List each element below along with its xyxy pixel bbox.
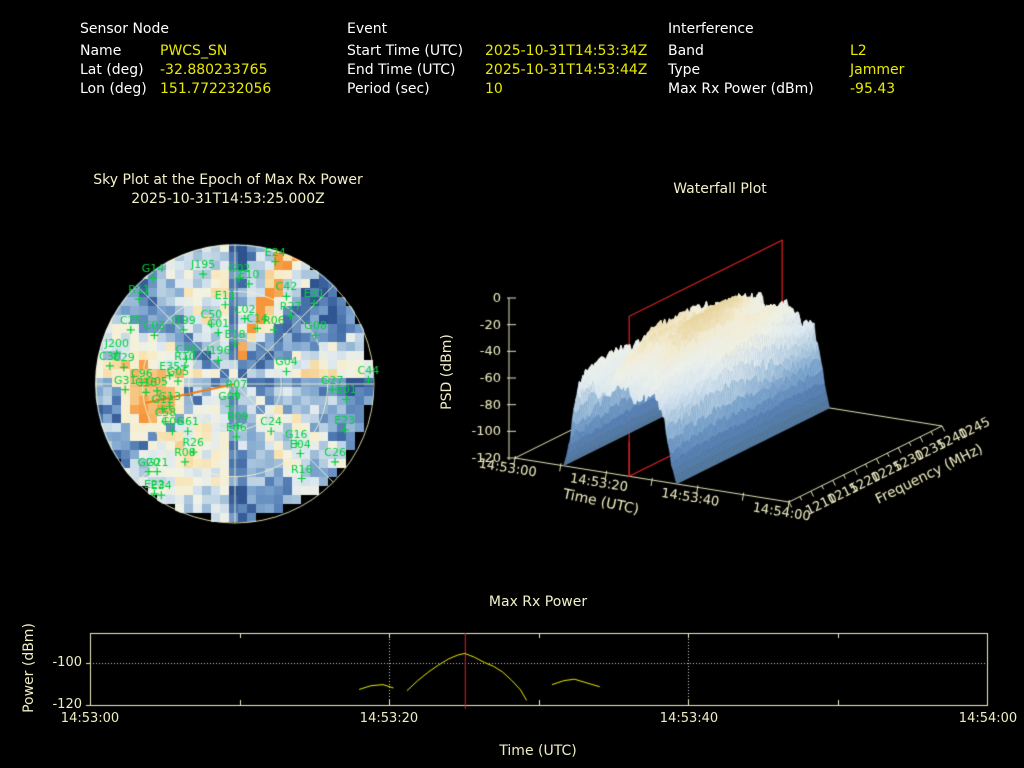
interference-band-row: Band L2 xyxy=(668,40,867,59)
interference-type-row: Type Jammer xyxy=(668,59,904,78)
event-period-row: Period (sec) 10 xyxy=(347,78,503,97)
interference-power-label: Max Rx Power (dBm) xyxy=(668,81,814,97)
sky-plot-subtitle: 2025-10-31T14:53:25.000Z xyxy=(131,191,325,207)
waterfall-canvas[interactable] xyxy=(430,225,1020,535)
power-x-axis-label: Time (UTC) xyxy=(499,743,577,759)
event-period-label: Period (sec) xyxy=(347,81,430,97)
interference-band-value: L2 xyxy=(850,43,867,59)
event-start-label: Start Time (UTC) xyxy=(347,43,464,59)
event-period-value: 10 xyxy=(485,81,503,97)
sensor-lat-label: Lat (deg) xyxy=(80,62,144,78)
event-end-row: End Time (UTC) 2025-10-31T14:53:44Z xyxy=(347,59,647,78)
interference-band-label: Band xyxy=(668,43,704,59)
power-plot-title: Max Rx Power xyxy=(488,594,588,610)
power-ytick-0: -100 xyxy=(52,655,82,670)
sensor-lon-label: Lon (deg) xyxy=(80,81,147,97)
sensor-name-label: Name xyxy=(80,43,122,59)
interference-section-title: Interference xyxy=(668,21,754,37)
power-xtick-1: 14:53:20 xyxy=(359,711,419,726)
interference-type-label: Type xyxy=(668,62,701,78)
sensor-name-value: PWCS_SN xyxy=(160,43,228,59)
sensor-lat-value: -32.880233765 xyxy=(160,62,268,78)
event-start-row: Start Time (UTC) 2025-10-31T14:53:34Z xyxy=(347,40,647,59)
sensor-lon-value: 151.772232056 xyxy=(160,81,272,97)
event-start-value: 2025-10-31T14:53:34Z xyxy=(485,43,648,59)
event-end-label: End Time (UTC) xyxy=(347,62,456,78)
event-end-value: 2025-10-31T14:53:44Z xyxy=(485,62,648,78)
sensor-node-section-title: Sensor Node xyxy=(80,21,169,37)
sensor-name-row: Name PWCS_SN xyxy=(80,40,227,59)
sensor-lat-row: Lat (deg) -32.880233765 xyxy=(80,59,267,78)
event-section-title: Event xyxy=(347,21,388,37)
waterfall-title: Waterfall Plot xyxy=(673,181,767,197)
power-ytick-1: -120 xyxy=(52,697,82,712)
interference-power-row: Max Rx Power (dBm) -95.43 xyxy=(668,78,895,97)
power-plot-canvas[interactable] xyxy=(84,631,994,711)
sensor-lon-row: Lon (deg) 151.772232056 xyxy=(80,78,271,97)
power-xtick-0: 14:53:00 xyxy=(60,711,120,726)
sky-plot-title: Sky Plot at the Epoch of Max Rx Power xyxy=(93,172,363,188)
sky-plot-canvas[interactable] xyxy=(85,234,385,534)
interference-power-value: -95.43 xyxy=(850,81,896,97)
power-xtick-3: 14:54:00 xyxy=(958,711,1018,726)
power-xtick-2: 14:53:40 xyxy=(659,711,719,726)
interference-type-value: Jammer xyxy=(850,62,905,78)
